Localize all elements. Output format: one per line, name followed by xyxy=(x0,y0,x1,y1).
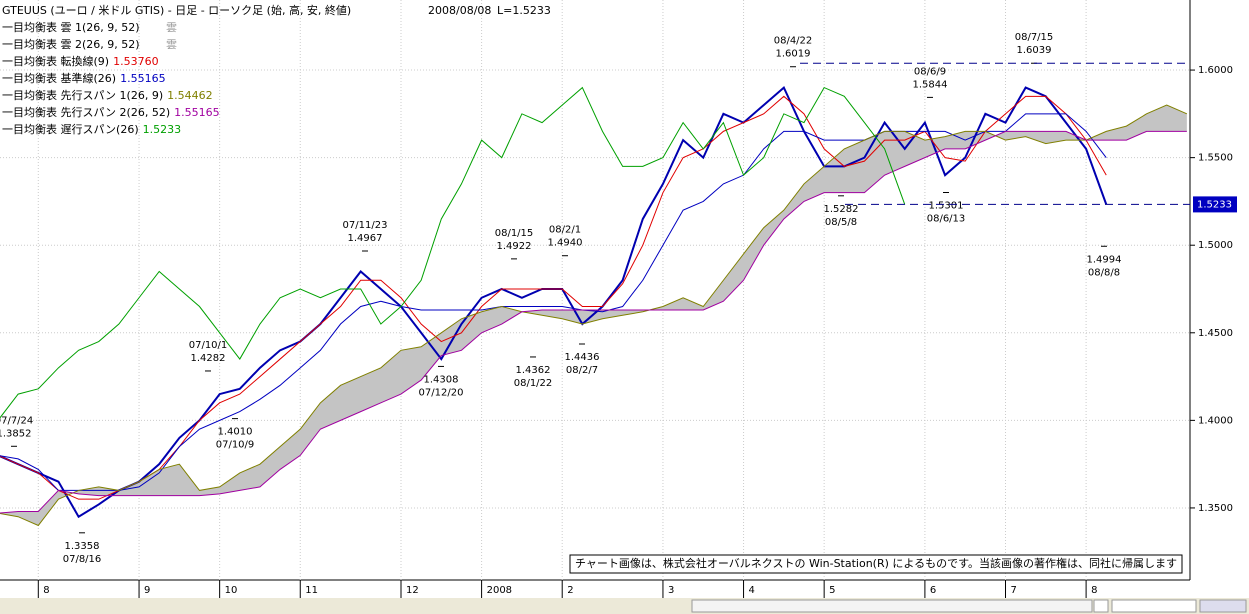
legend-entry: 一目均衡表 先行スパン 2(26, 52) xyxy=(2,105,170,119)
x-tick-label: 12 xyxy=(406,585,419,596)
annotation-price: 1.6019 xyxy=(776,49,811,60)
last-price-box xyxy=(1193,196,1237,213)
y-tick-label: 1.5500 xyxy=(1198,153,1233,164)
x-tick-label: 8 xyxy=(43,585,49,596)
x-tick-label: 4 xyxy=(749,585,755,596)
zoom-slider[interactable] xyxy=(1111,599,1197,613)
annotation-price: 1.4010 xyxy=(218,427,253,438)
annotation-date: 08/6/9 xyxy=(914,66,946,77)
annotation-price: 1.5844 xyxy=(913,79,948,90)
annotation-price: 1.4436 xyxy=(565,352,600,363)
header-last: L=1.5233 xyxy=(497,4,551,17)
legend-mark: 雲 xyxy=(166,21,177,34)
annotation-date: 08/2/7 xyxy=(566,365,598,376)
annotation-price: 1.4994 xyxy=(1087,254,1122,265)
legend-value: 1.5233 xyxy=(143,123,182,136)
y-tick-label: 1.3500 xyxy=(1198,503,1233,514)
x-tick-label: 6 xyxy=(930,585,936,596)
annotation-date: 07/10/1 xyxy=(189,340,228,351)
y-tick-label: 1.4000 xyxy=(1198,415,1233,426)
annotation-date: 08/5/8 xyxy=(825,217,857,228)
x-tick-label: 10 xyxy=(225,585,238,596)
annotation-date: 08/1/15 xyxy=(495,228,534,239)
x-tick-label: 11 xyxy=(305,585,318,596)
legend-value: 1.55165 xyxy=(120,72,166,85)
annotation-date: 08/1/22 xyxy=(514,378,553,389)
x-tick-label: 5 xyxy=(829,585,835,596)
annotation-price: 1.5301 xyxy=(929,200,964,211)
x-tick-label: 7 xyxy=(1011,585,1017,596)
annotation-date: 08/6/13 xyxy=(927,213,966,224)
annotation-price: 1.5282 xyxy=(824,204,859,215)
x-tick-label: 3 xyxy=(668,585,674,596)
legend-entry: 一目均衡表 基準線(26) xyxy=(2,71,116,85)
header-date: 2008/08/08 xyxy=(428,4,491,17)
series-line xyxy=(0,86,906,419)
series-line xyxy=(0,104,1188,527)
annotation-date: 08/7/15 xyxy=(1015,32,1054,43)
legend-entry: 一目均衡表 遅行スパン(26) xyxy=(2,122,139,136)
x-tick-label: 8 xyxy=(1091,585,1097,596)
annotation-date: 07/10/9 xyxy=(216,440,255,451)
annotation-date: 07/11/23 xyxy=(343,220,388,231)
notice-box xyxy=(569,554,1183,574)
legend-entry: 一目均衡表 先行スパン 1(26, 9) xyxy=(2,88,163,102)
legend-value: 1.54462 xyxy=(167,89,213,102)
x-tick-label: 2 xyxy=(567,585,573,596)
x-tick-label: 9 xyxy=(144,585,150,596)
annotation-price: 1.3852 xyxy=(0,428,32,439)
annotation-date: 08/8/8 xyxy=(1088,267,1120,278)
y-tick-label: 1.4500 xyxy=(1198,328,1233,339)
legend-entry: 一目均衡表 雲 2(26, 9, 52) xyxy=(2,37,140,51)
plot: 1.3500 1.4000 1.4500 1.5000 1.5500 1.6000 8 9 10… xyxy=(0,0,1237,598)
annotation-date: 08/2/1 xyxy=(549,225,581,236)
legend-value: 1.55165 xyxy=(174,106,220,119)
y-tick-label: 1.6000 xyxy=(1198,65,1233,76)
annotation-date: 08/4/22 xyxy=(774,36,813,47)
y-tick-label: 1.5000 xyxy=(1198,240,1233,251)
series-line xyxy=(0,95,1107,500)
legend-entry: 一目均衡表 転換線(9) xyxy=(2,54,109,68)
annotation-date: 07/7/24 xyxy=(0,415,33,426)
annotation-date: 07/8/16 xyxy=(63,554,102,565)
annotation-price: 1.4282 xyxy=(191,353,226,364)
legend-entry: 一目均衡表 雲 1(26, 9, 52) xyxy=(2,20,140,34)
annotation-price: 1.4362 xyxy=(516,365,551,376)
annotation-price: 1.4922 xyxy=(497,241,532,252)
annotation-price: 1.4308 xyxy=(424,374,459,385)
annotation-date: 07/12/20 xyxy=(419,387,464,398)
x-tick-label: 2008 xyxy=(487,585,512,596)
overlay: GTEUUS (ユーロ / 米ドル GTIS) - 日足 - ローソク足 (始,… xyxy=(2,3,1183,574)
scroll-right[interactable] xyxy=(1093,599,1109,613)
series-line xyxy=(0,113,1107,491)
notice: チャート画像は、株式会社オーバルネクストの Win-Station(R) による… xyxy=(575,556,1177,570)
annotation-price: 1.6039 xyxy=(1017,45,1052,56)
series-line xyxy=(0,130,1187,514)
scrollbar-thumb[interactable] xyxy=(691,599,1093,613)
annotation-price: 1.4967 xyxy=(348,233,383,244)
legend-mark: 雲 xyxy=(166,38,177,51)
annotation-price: 1.4940 xyxy=(548,238,583,249)
header-title: GTEUUS (ユーロ / 米ドル GTIS) - 日足 - ローソク足 (始,… xyxy=(2,3,351,17)
legend-value: 1.53760 xyxy=(113,55,159,68)
toolbar-buttons[interactable] xyxy=(1199,599,1247,613)
annotation-price: 1.3358 xyxy=(65,541,100,552)
last-price-label: 1.5233 xyxy=(1197,199,1232,210)
